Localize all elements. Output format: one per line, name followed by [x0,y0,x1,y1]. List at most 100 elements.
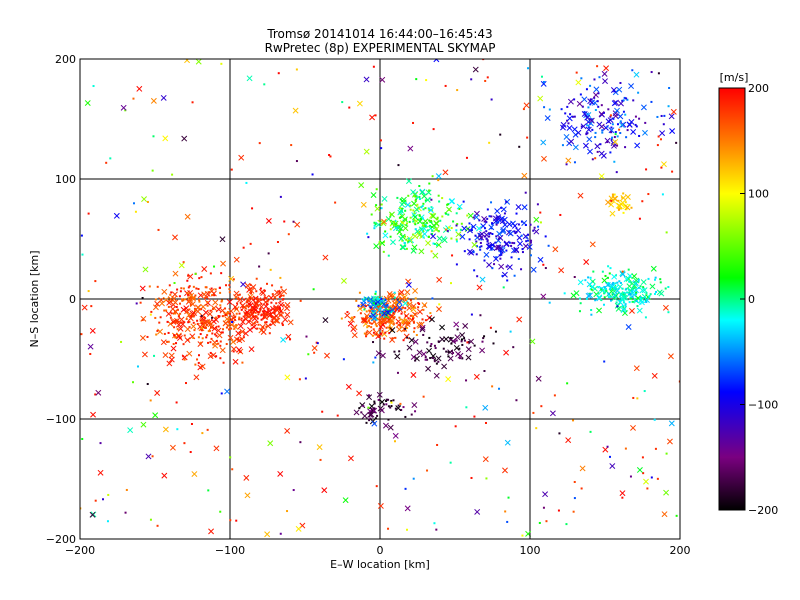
data-point-dot [360,411,363,414]
data-point-x [442,169,449,176]
data-point-dot [625,291,628,294]
data-point-x [583,259,590,265]
data-point-dot [431,297,434,300]
data-point-x [287,319,294,326]
data-point-x [400,196,407,203]
data-point-x [238,154,245,161]
data-point-dot [235,312,238,315]
data-point-x [243,474,250,481]
data-point-x [511,222,518,229]
data-point-x [459,233,466,240]
data-point-dot [190,315,193,318]
data-point-x [84,100,91,106]
data-point-dot [668,86,671,89]
data-point-dot [373,221,376,224]
data-point-x [610,87,617,93]
data-point-x [241,304,248,310]
data-point-x [612,195,619,202]
data-point-dot [456,328,459,331]
data-point-x [537,95,544,102]
data-point-dot [450,282,453,285]
data-point-dot [436,443,439,446]
data-point-x [529,338,536,345]
data-point-dot [609,267,612,270]
data-point-x [213,445,220,452]
data-point-x [378,407,385,414]
data-point-dot [240,317,243,320]
data-point-dot [611,194,614,197]
data-point-dot [279,314,282,317]
data-point-dot [465,156,468,159]
data-point-dot [444,84,447,87]
data-point-dot [424,356,427,359]
data-point-dot [621,99,624,102]
data-point-dot [381,306,384,309]
data-point-dot [372,302,375,305]
data-point-x [381,195,388,202]
data-point-dot [475,253,478,256]
data-point-dot [241,361,244,364]
data-point-dot [624,201,627,204]
data-point-dot [258,311,261,314]
data-point-dot [498,254,501,257]
data-point-dot [406,336,409,339]
data-point-x [600,152,607,159]
data-point-x [248,287,255,294]
data-point-x [413,206,420,213]
data-point-x [502,467,508,474]
data-point-dot [177,314,180,317]
data-point-dot [559,213,562,216]
data-point-x [668,420,675,427]
data-point-dot [259,309,262,312]
data-point-dot [387,254,390,257]
data-point-dot [422,208,425,211]
data-point-x [500,227,507,233]
data-point-dot [473,269,476,272]
data-point-dot [334,201,337,204]
data-point-dot [654,278,657,281]
data-point-x [399,244,406,251]
data-point-dot [421,205,424,208]
data-point-dot [279,300,282,303]
data-point-dot [539,211,542,214]
data-point-dot [267,307,270,310]
data-point-dot [387,320,390,323]
data-point-dot [432,128,435,131]
data-point-dot [512,346,515,349]
data-point-x [215,306,222,313]
data-point-x [479,347,486,354]
data-point-dot [414,199,417,202]
colorbar-tick-label: 0 [748,293,755,306]
data-point-dot [488,215,491,218]
data-point-dot [578,297,581,300]
data-point-x [587,98,594,105]
data-point-x [322,254,329,261]
data-point-dot [304,377,307,380]
data-point-dot [422,308,425,311]
data-point-dot [465,379,468,382]
data-point-x [454,334,461,341]
data-point-dot [515,399,518,402]
data-point-dot [460,222,463,225]
data-point-x [141,351,148,358]
data-point-dot [495,223,498,226]
data-point-dot [365,315,368,318]
data-point-x [567,98,574,105]
data-point-x [622,310,628,317]
data-point-dot [619,120,622,123]
data-point-x [410,372,417,378]
data-point-x [540,80,547,87]
data-point-dot [197,288,200,291]
data-point-dot [367,406,370,409]
data-point-dot [207,319,210,322]
data-point-dot [631,300,634,303]
data-point-dot [283,220,286,223]
data-point-dot [629,293,632,296]
data-point-dot [607,284,610,287]
data-point-dot [384,331,387,334]
data-point-x [387,292,394,299]
data-point-dot [573,161,576,164]
data-point-x [385,216,392,222]
data-point-dot [393,440,396,443]
data-point-x [172,234,178,241]
